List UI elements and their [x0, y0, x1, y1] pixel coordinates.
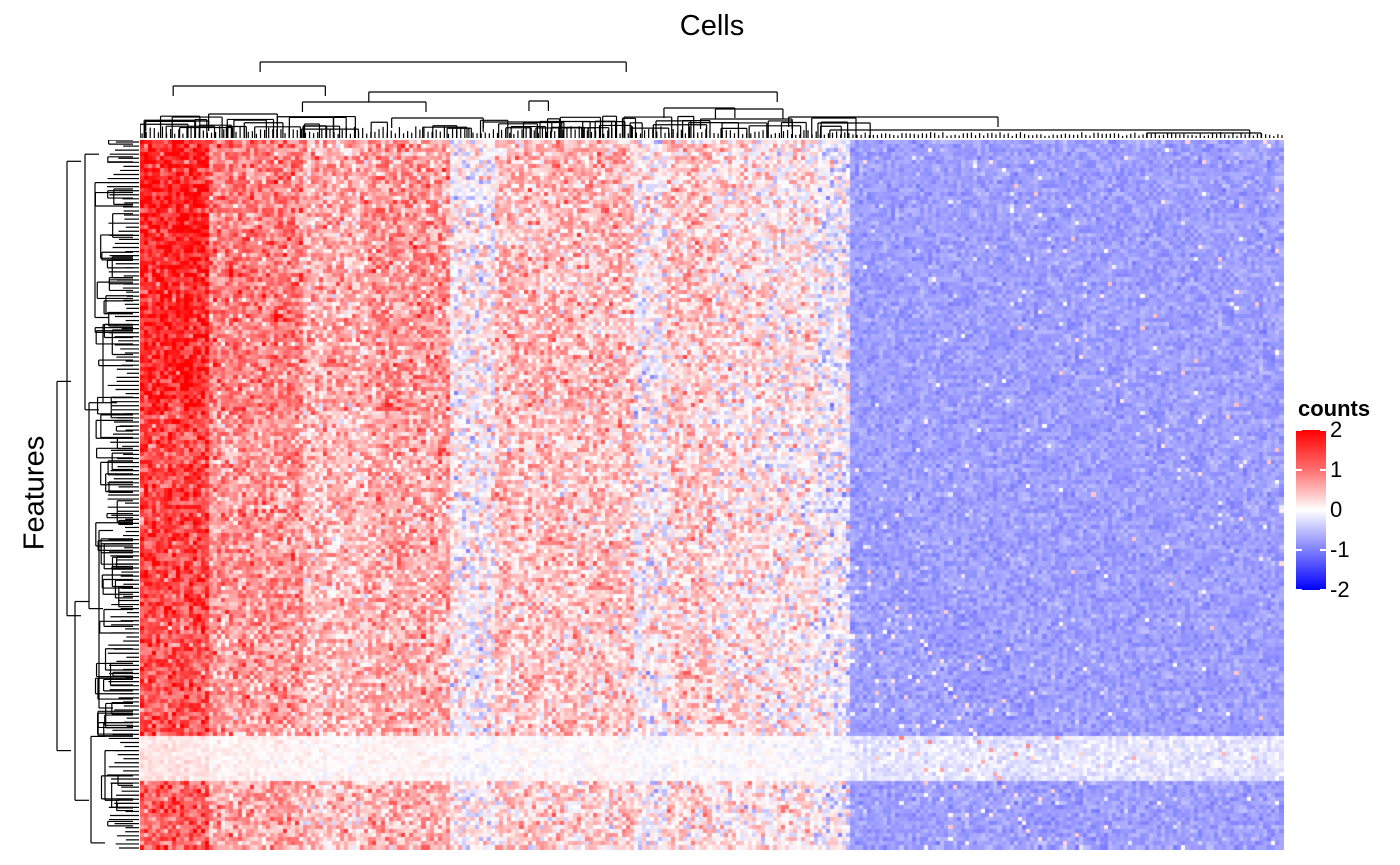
row-title: Features	[18, 435, 51, 551]
color-legend: counts 2 1 0 -1 -2	[1296, 396, 1400, 602]
legend-tick-label: -1	[1330, 537, 1350, 562]
legend-tick-label: 2	[1330, 417, 1343, 442]
row-dendrogram	[56, 140, 139, 849]
heatmap-cells	[140, 140, 1284, 850]
legend-tick-label: -2	[1330, 577, 1350, 602]
column-title: Cells	[679, 10, 745, 42]
column-dendrogram	[140, 61, 1283, 138]
legend-title: counts	[1298, 396, 1371, 421]
legend-tick-label: 0	[1330, 497, 1343, 522]
legend-tick-label: 1	[1330, 457, 1343, 482]
